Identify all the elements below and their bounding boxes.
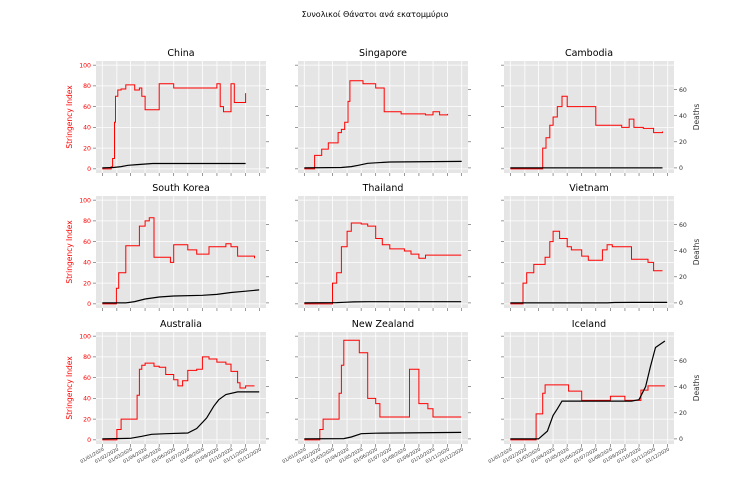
panel-title: South Korea [152, 183, 210, 194]
left-tick-label: 100 [79, 62, 91, 69]
right-tick-label: 40 [679, 248, 687, 255]
panel-cambodia: Cambodia 0 20 40 60 Deaths [501, 48, 701, 176]
plot-area [298, 196, 468, 308]
panel-title: Thailand [362, 183, 404, 194]
panel-china: China 0 20 40 60 80 100 Stringency Index [65, 48, 269, 176]
left-tick-label: 0 [87, 166, 91, 173]
panel-title: Cambodia [565, 48, 613, 59]
left-axis-label: Stringency Index [65, 356, 74, 420]
panels-grid: China 0 20 40 60 80 100 Stringency Index Singapo… [65, 48, 701, 465]
panel-thailand: Thailand [295, 183, 471, 311]
right-tick-label: 0 [679, 165, 683, 172]
panel-title: Iceland [572, 319, 606, 330]
plot-area [298, 332, 468, 444]
left-tick-label: 60 [83, 104, 91, 111]
stringency-line [304, 80, 449, 170]
panel-singapore: Singapore [295, 48, 471, 176]
deaths-line [304, 160, 462, 169]
right-tick-label: 40 [679, 384, 687, 391]
left-tick-label: 60 [83, 375, 91, 382]
stringency-line [510, 384, 665, 441]
right-axis-label: Deaths [692, 239, 701, 266]
panel-new-zealand: New Zealand01/01/202001/02/202001/03/202… [281, 319, 471, 465]
right-tick-label: 0 [679, 436, 683, 443]
panel-title: Singapore [359, 48, 407, 59]
right-axis-label: Deaths [692, 104, 701, 131]
deaths-line [102, 391, 260, 440]
left-axis-label: Stringency Index [65, 85, 74, 149]
left-tick-label: 100 [79, 333, 91, 340]
deaths-line [510, 301, 668, 304]
figure-suptitle: Συνολικοί Θάνατοι ανά εκατομμύριο [302, 9, 449, 19]
right-tick-label: 60 [679, 222, 687, 229]
plot-area [504, 196, 674, 308]
left-tick-label: 80 [83, 83, 91, 90]
right-tick-label: 20 [679, 410, 687, 417]
left-tick-label: 100 [79, 197, 91, 204]
deaths-line [304, 431, 462, 440]
panel-title: Australia [160, 319, 202, 330]
right-tick-label: 60 [679, 358, 687, 365]
panel-title: New Zealand [352, 319, 414, 330]
stringency-line [510, 230, 663, 305]
panel-title: China [167, 48, 194, 59]
plot-area [504, 332, 674, 444]
right-tick-label: 20 [679, 139, 687, 146]
plot-area [96, 332, 266, 444]
stringency-line [102, 83, 247, 170]
left-tick-label: 20 [83, 416, 91, 423]
left-tick-label: 0 [87, 301, 91, 308]
stringency-line [102, 217, 255, 305]
left-tick-label: 0 [87, 437, 91, 444]
stringency-line [102, 356, 255, 441]
stringency-line [304, 339, 462, 441]
left-tick-label: 20 [83, 280, 91, 287]
panel-south-korea: South Korea 0 20 40 60 80 100 Stringency Index [65, 183, 269, 311]
right-tick-label: 60 [679, 87, 687, 94]
left-tick-label: 60 [83, 239, 91, 246]
right-tick-label: 20 [679, 274, 687, 281]
plot-area [504, 61, 674, 173]
stringency-line [304, 222, 462, 305]
left-tick-label: 80 [83, 354, 91, 361]
plot-area [96, 61, 266, 173]
left-tick-label: 40 [83, 125, 91, 132]
deaths-line [304, 301, 462, 304]
stringency-line [510, 95, 663, 170]
left-tick-label: 40 [83, 396, 91, 403]
right-axis-label: Deaths [692, 375, 701, 402]
left-tick-label: 20 [83, 145, 91, 152]
left-tick-label: 40 [83, 260, 91, 267]
panel-vietnam: Vietnam 0 20 40 60 Deaths [501, 183, 701, 311]
left-tick-label: 80 [83, 218, 91, 225]
panel-iceland: Iceland0204060Deaths01/01/202001/02/2020… [487, 319, 701, 465]
deaths-line [102, 289, 260, 304]
panel-title: Vietnam [569, 183, 609, 194]
plot-area [298, 61, 468, 173]
right-tick-label: 40 [679, 113, 687, 120]
left-axis-label: Stringency Index [65, 220, 74, 284]
deaths-line [510, 340, 666, 440]
right-tick-label: 0 [679, 300, 683, 307]
deaths-line [102, 162, 246, 169]
